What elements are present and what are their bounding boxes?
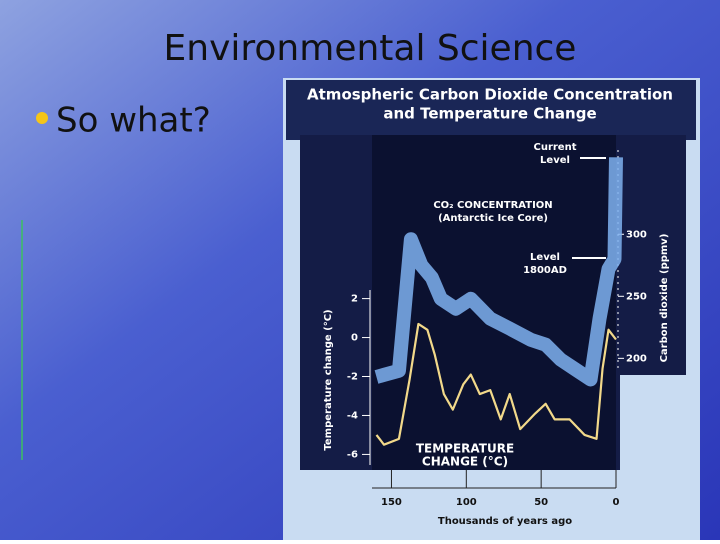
x-tick-label: 150 (381, 497, 402, 508)
y-tick-label: -4 (347, 410, 358, 421)
annotation: Level (540, 155, 570, 166)
x-tick-label: 100 (456, 497, 477, 508)
annotation: Level (530, 252, 560, 263)
annotation: Current (533, 142, 576, 153)
x-tick-label: 0 (613, 497, 620, 508)
bullet-dot (36, 112, 48, 124)
chart-header (286, 80, 696, 140)
plot-area (372, 135, 616, 470)
chart-title: Atmospheric Carbon Dioxide Concentration (307, 86, 673, 104)
annotation: CHANGE (°C) (422, 455, 508, 469)
temperature-line (375, 322, 617, 446)
x-tick-label: 50 (534, 497, 548, 508)
annotation: TEMPERATURE (416, 442, 514, 456)
y-tick-label: 2 (351, 294, 358, 305)
bullet: So what? (56, 101, 211, 141)
slide-title: Environmental Science (164, 28, 577, 69)
annotation: 1800AD (523, 265, 567, 276)
chart: Atmospheric Carbon Dioxide Concentration… (307, 86, 673, 528)
x-axis-label: Thousands of years ago (438, 516, 572, 527)
annotation: (Antarctic Ice Core) (438, 213, 548, 224)
y-axis-label: Temperature change (°C) (323, 309, 334, 450)
co2-band (374, 157, 623, 387)
annotation: CO₂ CONCENTRATION (433, 200, 552, 211)
y-tick-label: 0 (351, 333, 358, 344)
chart-title: and Temperature Change (383, 105, 596, 123)
y2-tick-label: 300 (626, 229, 647, 240)
y-tick-label: -2 (347, 372, 358, 383)
y2-tick-label: 250 (626, 291, 647, 302)
y-tick-label: -6 (347, 449, 358, 460)
y2-axis-label: Carbon dioxide (ppmv) (659, 234, 670, 363)
y2-tick-label: 200 (626, 353, 647, 364)
